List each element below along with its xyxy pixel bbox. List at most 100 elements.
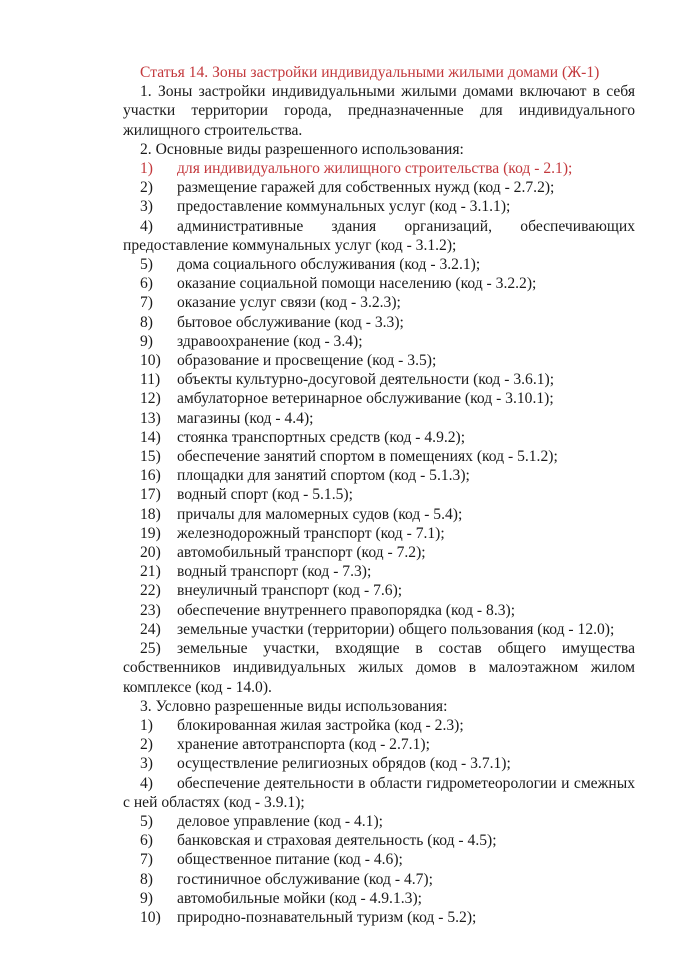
list-item: 16) площадки для занятий спортом (код - 5… [123, 466, 635, 485]
item-number: 1) [140, 716, 153, 734]
list-item: 6) банковская и страховая деятельность (к… [123, 831, 635, 850]
item-number: 22) [140, 582, 161, 600]
item-number: 25) [140, 640, 161, 658]
paragraph-1: 1. Зоны застройки индивидуальными жилыми… [123, 83, 635, 139]
item-number: 12) [140, 390, 161, 408]
item-number: 20) [140, 544, 161, 562]
list-item: 10) образование и просвещение (код - 3.5)… [123, 351, 635, 370]
list-item: 24) земельные участки (территории) общего… [123, 620, 635, 639]
item-number: 1) [140, 160, 153, 178]
item-text: стоянка транспортных средств (код - 4.9.… [177, 428, 466, 446]
item-text: внеуличный транспорт (код - 7.6); [177, 582, 403, 600]
list-item: 23) обеспечение внутреннего правопорядка … [123, 601, 635, 620]
item-text: обеспечение деятельности в области гидро… [123, 774, 635, 811]
list-item: 21) водный транспорт (код - 7.3); [123, 562, 635, 581]
item-number: 24) [140, 620, 161, 638]
item-text: площадки для занятий спортом (код - 5.1.… [177, 467, 470, 485]
item-number: 10) [140, 908, 161, 926]
section-2-list: 1) для индивидуального жилищного строител… [123, 159, 635, 697]
section-3-heading: 3. Условно разрешенные виды использовани… [140, 697, 448, 715]
list-item: 10) природно-познавательный туризм (код -… [123, 908, 635, 927]
list-item: 6) оказание социальной помощи населению (… [123, 274, 635, 293]
list-item: 4) обеспечение деятельности в области гид… [123, 774, 635, 812]
item-number: 4) [140, 774, 153, 792]
item-text: водный спорт (код - 5.1.5); [177, 486, 353, 504]
list-item: 1) для индивидуального жилищного строител… [123, 159, 635, 178]
item-number: 3) [140, 198, 153, 216]
list-item: 5) дома социального обслуживания (код - 3… [123, 255, 635, 274]
list-item: 11) объекты культурно-досуговой деятельно… [123, 370, 635, 389]
item-number: 3) [140, 755, 153, 773]
item-text: автомобильный транспорт (код - 7.2); [177, 544, 426, 562]
list-item: 8) бытовое обслуживание (код - 3.3); [123, 313, 635, 332]
item-text: размещение гаражей для собственных нужд … [177, 179, 555, 197]
item-number: 23) [140, 601, 161, 619]
item-number: 7) [140, 851, 153, 869]
list-item: 15) обеспечение занятий спортом в помещен… [123, 447, 635, 466]
item-text: оказание услуг связи (код - 3.2.3); [177, 294, 401, 312]
item-text: дома социального обслуживания (код - 3.2… [177, 256, 481, 274]
item-number: 4) [140, 217, 153, 235]
item-number: 13) [140, 409, 161, 427]
item-text: оказание социальной помощи населению (ко… [177, 275, 537, 293]
list-item: 22) внеуличный транспорт (код - 7.6); [123, 581, 635, 600]
item-text: природно-познавательный туризм (код - 5.… [177, 908, 477, 926]
item-text: обеспечение занятий спортом в помещениях… [177, 448, 558, 466]
item-number: 2) [140, 179, 153, 197]
item-number: 9) [140, 889, 153, 907]
list-item: 25) земельные участки, входящие в состав … [123, 639, 635, 697]
item-text: земельные участки (территории) общего по… [177, 620, 615, 638]
list-item: 12) амбулаторное ветеринарное обслуживани… [123, 389, 635, 408]
section-3-list: 1) блокированная жилая застройка (код - 2… [123, 716, 635, 927]
item-text: образование и просвещение (код - 3.5); [177, 352, 437, 370]
item-text: амбулаторное ветеринарное обслуживание (… [177, 390, 554, 408]
list-item: 4) административные здания организаций, о… [123, 217, 635, 255]
article-title: Статья 14. Зоны застройки индивидуальным… [140, 64, 600, 81]
list-item: 7) оказание услуг связи (код - 3.2.3); [123, 293, 635, 312]
list-item: 20) автомобильный транспорт (код - 7.2); [123, 543, 635, 562]
item-text: обеспечение внутреннего правопорядка (ко… [177, 601, 516, 619]
item-text: административные здания организаций, обе… [123, 217, 635, 254]
list-item: 3) предоставление коммунальных услуг (код… [123, 197, 635, 216]
list-item: 13) магазины (код - 4.4); [123, 409, 635, 428]
item-number: 19) [140, 524, 161, 542]
document-page: Статья 14. Зоны застройки индивидуальным… [123, 63, 635, 927]
item-text: причалы для маломерных судов (код - 5.4)… [177, 505, 463, 523]
item-number: 7) [140, 294, 153, 312]
item-number: 10) [140, 352, 161, 370]
list-item: 1) блокированная жилая застройка (код - 2… [123, 716, 635, 735]
list-item: 8) гостиничное обслуживание (код - 4.7); [123, 870, 635, 889]
item-number: 8) [140, 870, 153, 888]
list-item: 5) деловое управление (код - 4.1); [123, 812, 635, 831]
item-number: 6) [140, 832, 153, 850]
item-number: 2) [140, 736, 153, 754]
item-number: 18) [140, 505, 161, 523]
item-number: 11) [140, 371, 161, 389]
item-text: бытовое обслуживание (код - 3.3); [177, 313, 404, 331]
item-text: объекты культурно-досуговой деятельности… [177, 371, 555, 389]
list-item: 3) осуществление религиозных обрядов (код… [123, 754, 635, 773]
item-number: 5) [140, 812, 153, 830]
item-text: магазины (код - 4.4); [177, 409, 314, 427]
item-text: гостиничное обслуживание (код - 4.7); [177, 870, 433, 888]
item-text: блокированная жилая застройка (код - 2.3… [177, 716, 464, 734]
list-item: 2) размещение гаражей для собственных нуж… [123, 178, 635, 197]
item-text: здравоохранение (код - 3.4); [177, 332, 363, 350]
item-text: железнодорожный транспорт (код - 7.1); [177, 524, 445, 542]
item-text: автомобильные мойки (код - 4.9.1.3); [177, 889, 422, 907]
section-2-heading: 2. Основные виды разрешенного использова… [140, 140, 464, 158]
item-text: водный транспорт (код - 7.3); [177, 563, 372, 581]
list-item: 2) хранение автотранспорта (код - 2.7.1); [123, 735, 635, 754]
item-text: осуществление религиозных обрядов (код -… [177, 755, 511, 773]
list-item: 7) общественное питание (код - 4.6); [123, 850, 635, 869]
item-text: деловое управление (код - 4.1); [177, 812, 383, 830]
item-number: 5) [140, 256, 153, 274]
item-text: для индивидуального жилищного строительс… [177, 160, 573, 178]
item-number: 9) [140, 332, 153, 350]
item-number: 21) [140, 563, 161, 581]
item-number: 15) [140, 448, 161, 466]
list-item: 17) водный спорт (код - 5.1.5); [123, 485, 635, 504]
item-number: 16) [140, 467, 161, 485]
item-number: 8) [140, 313, 153, 331]
item-text: предоставление коммунальных услуг (код -… [177, 198, 511, 216]
